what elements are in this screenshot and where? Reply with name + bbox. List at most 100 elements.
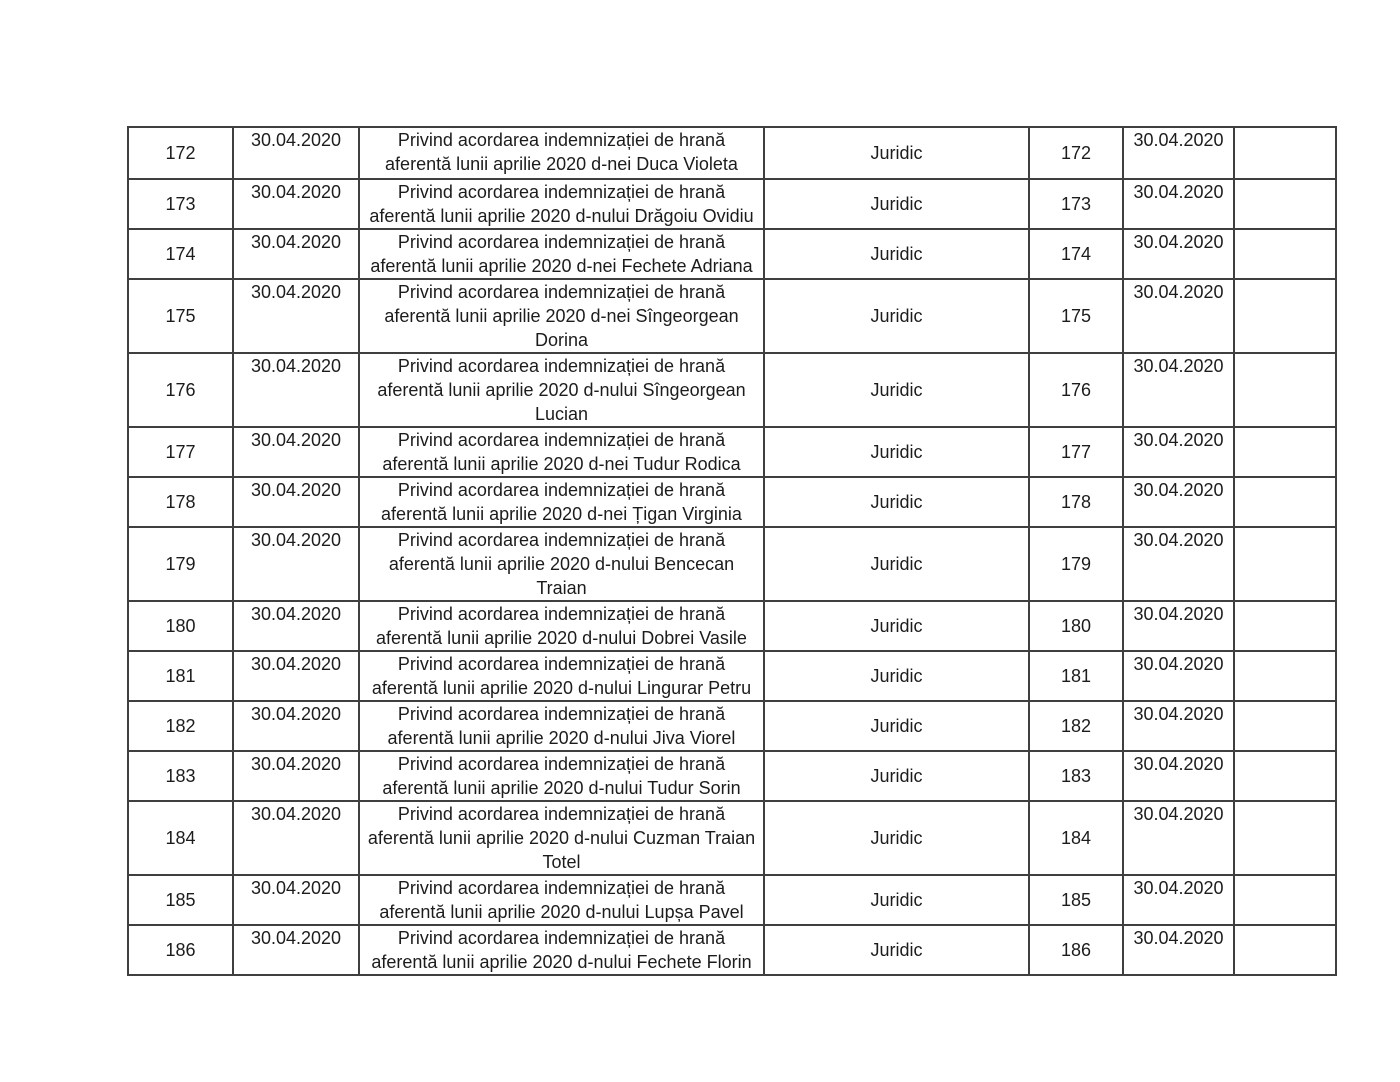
- table-row: 181 30.04.2020 Privind acordarea indemni…: [127, 650, 1337, 702]
- department-cell: Juridic: [763, 750, 1030, 802]
- row-number-cell: 183: [127, 750, 234, 802]
- description-cell: Privind acordarea indemnizației de hrană…: [358, 874, 765, 926]
- date-cell: 30.04.2020: [232, 750, 360, 802]
- registry-number-cell: 180: [1028, 600, 1124, 652]
- date-cell: 30.04.2020: [232, 874, 360, 926]
- department-cell: Juridic: [763, 700, 1030, 752]
- observations-cell: [1233, 800, 1337, 876]
- registry-date-cell: 30.04.2020: [1122, 178, 1235, 230]
- department-cell: Juridic: [763, 874, 1030, 926]
- observations-cell: [1233, 874, 1337, 926]
- description-cell: Privind acordarea indemnizației de hrană…: [358, 352, 765, 428]
- department-cell: Juridic: [763, 352, 1030, 428]
- registry-number-cell: 182: [1028, 700, 1124, 752]
- department-cell: Juridic: [763, 476, 1030, 528]
- department-cell: Juridic: [763, 800, 1030, 876]
- description-cell: Privind acordarea indemnizației de hrană…: [358, 750, 765, 802]
- department-cell: Juridic: [763, 228, 1030, 280]
- registry-number-cell: 173: [1028, 178, 1124, 230]
- registry-number-cell: 185: [1028, 874, 1124, 926]
- description-cell: Privind acordarea indemnizației de hrană…: [358, 924, 765, 976]
- department-cell: Juridic: [763, 650, 1030, 702]
- department-cell: Juridic: [763, 178, 1030, 230]
- department-cell: Juridic: [763, 426, 1030, 478]
- registry-number-cell: 178: [1028, 476, 1124, 528]
- registry-number-cell: 174: [1028, 228, 1124, 280]
- registry-date-cell: 30.04.2020: [1122, 650, 1235, 702]
- date-cell: 30.04.2020: [232, 228, 360, 280]
- table-row: 179 30.04.2020 Privind acordarea indemni…: [127, 526, 1337, 602]
- observations-cell: [1233, 526, 1337, 602]
- table-row: 182 30.04.2020 Privind acordarea indemni…: [127, 700, 1337, 752]
- registry-number-cell: 172: [1028, 126, 1124, 180]
- observations-cell: [1233, 924, 1337, 976]
- row-number-cell: 174: [127, 228, 234, 280]
- table-row: 175 30.04.2020 Privind acordarea indemni…: [127, 278, 1337, 354]
- observations-cell: [1233, 476, 1337, 528]
- registry-date-cell: 30.04.2020: [1122, 278, 1235, 354]
- department-cell: Juridic: [763, 126, 1030, 180]
- date-cell: 30.04.2020: [232, 178, 360, 230]
- row-number-cell: 181: [127, 650, 234, 702]
- description-cell: Privind acordarea indemnizației de hrană…: [358, 278, 765, 354]
- date-cell: 30.04.2020: [232, 800, 360, 876]
- date-cell: 30.04.2020: [232, 526, 360, 602]
- description-cell: Privind acordarea indemnizației de hrană…: [358, 228, 765, 280]
- observations-cell: [1233, 426, 1337, 478]
- row-number-cell: 179: [127, 526, 234, 602]
- registry-date-cell: 30.04.2020: [1122, 924, 1235, 976]
- registry-number-cell: 184: [1028, 800, 1124, 876]
- table-row: 183 30.04.2020 Privind acordarea indemni…: [127, 750, 1337, 802]
- table-row: 178 30.04.2020 Privind acordarea indemni…: [127, 476, 1337, 528]
- table-row: 185 30.04.2020 Privind acordarea indemni…: [127, 874, 1337, 926]
- table-row: 173 30.04.2020 Privind acordarea indemni…: [127, 178, 1337, 230]
- observations-cell: [1233, 352, 1337, 428]
- registry-number-cell: 181: [1028, 650, 1124, 702]
- date-cell: 30.04.2020: [232, 700, 360, 752]
- date-cell: 30.04.2020: [232, 126, 360, 180]
- registry-number-cell: 179: [1028, 526, 1124, 602]
- row-number-cell: 182: [127, 700, 234, 752]
- registry-date-cell: 30.04.2020: [1122, 426, 1235, 478]
- registry-date-cell: 30.04.2020: [1122, 750, 1235, 802]
- date-cell: 30.04.2020: [232, 650, 360, 702]
- row-number-cell: 180: [127, 600, 234, 652]
- department-cell: Juridic: [763, 526, 1030, 602]
- row-number-cell: 177: [127, 426, 234, 478]
- department-cell: Juridic: [763, 278, 1030, 354]
- row-number-cell: 186: [127, 924, 234, 976]
- description-cell: Privind acordarea indemnizației de hrană…: [358, 426, 765, 478]
- date-cell: 30.04.2020: [232, 278, 360, 354]
- table-row: 174 30.04.2020 Privind acordarea indemni…: [127, 228, 1337, 280]
- row-number-cell: 175: [127, 278, 234, 354]
- table-row: 186 30.04.2020 Privind acordarea indemni…: [127, 924, 1337, 976]
- description-cell: Privind acordarea indemnizației de hrană…: [358, 650, 765, 702]
- date-cell: 30.04.2020: [232, 924, 360, 976]
- description-cell: Privind acordarea indemnizației de hrană…: [358, 800, 765, 876]
- registry-number-cell: 177: [1028, 426, 1124, 478]
- observations-cell: [1233, 278, 1337, 354]
- row-number-cell: 176: [127, 352, 234, 428]
- description-cell: Privind acordarea indemnizației de hrană…: [358, 700, 765, 752]
- registry-number-cell: 175: [1028, 278, 1124, 354]
- registry-number-cell: 186: [1028, 924, 1124, 976]
- row-number-cell: 185: [127, 874, 234, 926]
- observations-cell: [1233, 600, 1337, 652]
- registry-date-cell: 30.04.2020: [1122, 228, 1235, 280]
- registry-date-cell: 30.04.2020: [1122, 476, 1235, 528]
- date-cell: 30.04.2020: [232, 352, 360, 428]
- observations-cell: [1233, 126, 1337, 180]
- date-cell: 30.04.2020: [232, 476, 360, 528]
- registry-number-cell: 176: [1028, 352, 1124, 428]
- registry-number-cell: 183: [1028, 750, 1124, 802]
- description-cell: Privind acordarea indemnizației de hrană…: [358, 126, 765, 180]
- row-number-cell: 178: [127, 476, 234, 528]
- description-cell: Privind acordarea indemnizației de hrană…: [358, 600, 765, 652]
- dispositions-register-table: 172 30.04.2020 Privind acordarea indemni…: [127, 126, 1337, 976]
- table-row: 180 30.04.2020 Privind acordarea indemni…: [127, 600, 1337, 652]
- registry-date-cell: 30.04.2020: [1122, 874, 1235, 926]
- row-number-cell: 172: [127, 126, 234, 180]
- registry-date-cell: 30.04.2020: [1122, 800, 1235, 876]
- registry-date-cell: 30.04.2020: [1122, 352, 1235, 428]
- observations-cell: [1233, 750, 1337, 802]
